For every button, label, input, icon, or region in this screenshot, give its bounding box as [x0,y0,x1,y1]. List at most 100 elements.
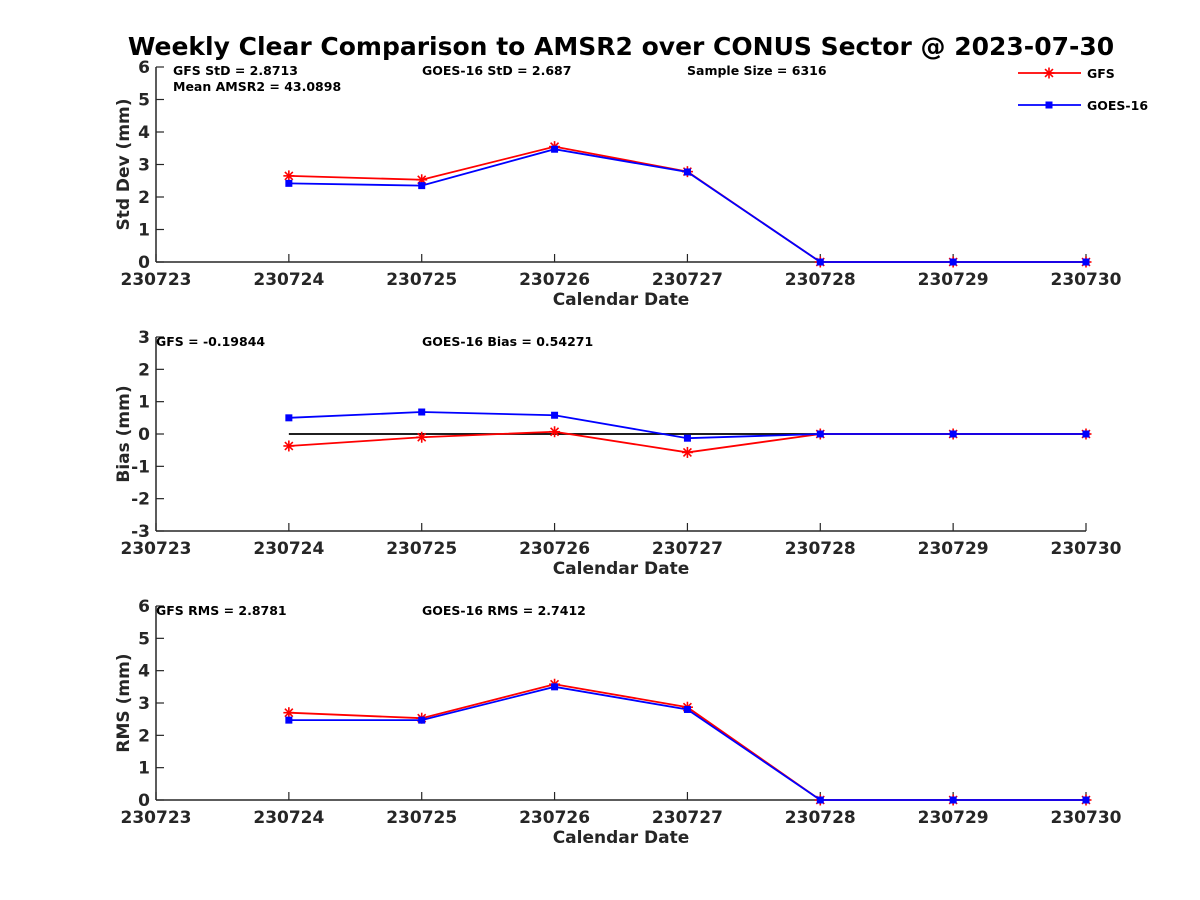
stat-annotation: GOES-16 Bias = 0.54271 [422,334,593,349]
stat-annotation: GFS = -0.19844 [156,334,265,349]
x-tick-label: 230723 [121,808,192,828]
stat-annotation: GOES-16 StD = 2.687 [422,63,571,78]
series-goes-16 [285,408,1090,442]
data-point-stroke [284,171,294,181]
data-point-stroke [284,708,294,718]
x-axis-label: Calendar Date [553,828,690,848]
y-tick-label: 4 [138,123,150,143]
y-tick-label: 2 [138,726,150,746]
legend-entry: GFS [1018,66,1115,81]
data-point [418,182,426,190]
stat-annotation: GOES-16 RMS = 2.7412 [422,603,586,618]
legend: GFS GOES-16 [1018,66,1148,113]
y-tick-label: 1 [138,221,150,241]
legend-marker [1045,101,1053,109]
x-tick-label: 230725 [386,270,457,290]
x-tick-label: 230728 [785,270,856,290]
data-point-stroke [417,432,427,442]
x-tick-label: 230726 [519,539,590,559]
y-tick-label: 0 [138,425,150,445]
x-tick-label: 230729 [918,808,989,828]
series-gfs [283,426,1092,458]
x-tick-label: 230728 [785,539,856,559]
data-point [285,179,293,187]
x-tick-label: 230727 [652,270,723,290]
series-gfs [283,141,1092,268]
data-point [283,170,295,182]
data-point [551,411,559,419]
y-tick-label: 3 [138,694,150,714]
x-tick-label: 230726 [519,270,590,290]
x-tick-label: 230730 [1051,539,1122,559]
y-tick-label: 6 [138,58,150,78]
data-point [1082,796,1090,804]
data-point [816,258,824,266]
data-point [683,434,691,442]
y-tick-label: 4 [138,662,150,682]
y-axis-label: RMS (mm) [114,653,134,752]
y-tick-label: 6 [138,597,150,617]
y-tick-label: 1 [138,759,150,779]
data-point [285,414,293,422]
data-point [949,430,957,438]
y-tick-label: 0 [138,791,150,811]
x-tick-label: 230730 [1051,270,1122,290]
y-axis-label: Std Dev (mm) [114,98,134,230]
y-axis-label: Bias (mm) [114,385,134,482]
data-point [416,431,428,443]
data-point [683,168,691,176]
x-tick-label: 230729 [918,539,989,559]
series-line [288,683,1086,801]
x-tick-label: 230724 [253,539,324,559]
y-tick-label: -2 [131,490,150,510]
y-tick-label: -1 [131,457,150,477]
stat-annotation: GFS RMS = 2.8781 [156,603,287,618]
x-tick-label: 230723 [121,270,192,290]
legend-label: GOES-16 [1087,98,1148,113]
data-point-stroke [284,441,294,451]
y-tick-label: 5 [138,91,150,111]
x-tick-label: 230730 [1051,808,1122,828]
series-goes-16 [285,683,1090,804]
data-point [683,705,691,713]
series-gfs [283,678,1092,806]
x-tick-label: 230725 [386,539,457,559]
y-tick-label: 2 [138,188,150,208]
data-point [551,145,559,153]
x-tick-label: 230727 [652,539,723,559]
y-tick-label: 3 [138,328,150,348]
data-point [949,796,957,804]
y-tick-label: 5 [138,629,150,649]
data-point [1082,430,1090,438]
data-point-stroke [550,427,560,437]
y-tick-label: 1 [138,393,150,413]
x-tick-label: 230727 [652,808,723,828]
x-tick-label: 230726 [519,808,590,828]
data-point [549,426,561,438]
stat-annotation: Sample Size = 6316 [687,63,827,78]
x-tick-label: 230725 [386,808,457,828]
data-point [285,716,293,724]
x-axis-label: Calendar Date [553,559,690,579]
x-tick-label: 230724 [253,808,324,828]
stat-annotation: Mean AMSR2 = 43.0898 [173,79,341,94]
x-axis-label: Calendar Date [553,290,690,310]
data-point [681,446,693,458]
subplot-2: -3 -2 -1 0 1 2 3 230723 230724 230725 230726 230727… [114,328,1122,579]
subplot-3: 0 1 2 3 4 5 6 230723 230724 230725 230726 230727 230… [114,597,1122,848]
legend-marker-stroke [1044,68,1054,78]
data-point [949,258,957,266]
x-tick-label: 230724 [253,270,324,290]
figure-title: Weekly Clear Comparison to AMSR2 over CO… [128,32,1114,61]
data-point [283,440,295,452]
legend-entry: GOES-16 [1018,98,1148,113]
series-goes-16 [285,145,1090,266]
x-tick-label: 230723 [121,539,192,559]
stat-annotation: GFS StD = 2.8713 [173,63,298,78]
y-tick-label: 3 [138,156,150,176]
y-tick-label: 2 [138,360,150,380]
data-point [1082,258,1090,266]
y-tick-label: 0 [138,253,150,273]
series-line [288,145,1086,263]
